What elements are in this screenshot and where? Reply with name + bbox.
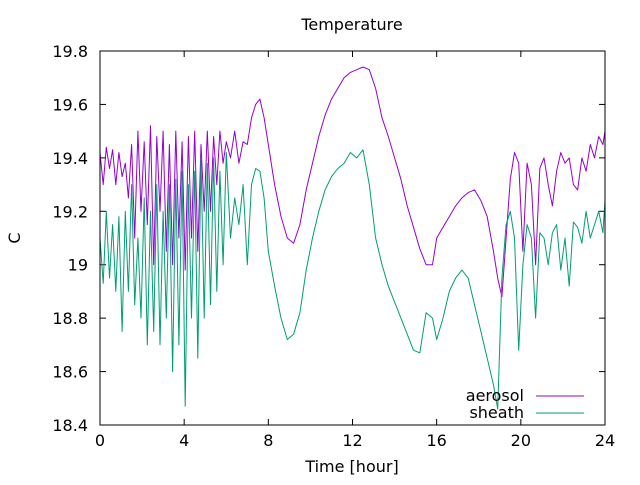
y-tick-label: 18.6 [52,363,88,382]
y-tick-label: 18.8 [52,309,88,328]
y-axis-title: C [5,232,24,243]
plot-frame [99,50,606,426]
series-layer [99,66,606,410]
y-tick-label: 19 [68,256,88,275]
x-tick-label: 20 [511,431,531,450]
x-tick-label: 24 [595,431,615,450]
y-tick-label: 19.6 [52,95,88,114]
x-tick-label: 16 [426,431,446,450]
chart-title: Temperature [300,15,402,34]
x-tick-label: 8 [263,431,273,450]
series-line-aerosol [99,66,606,298]
y-tick-label: 19.8 [52,42,88,61]
y-tick-label: 19.4 [52,149,88,168]
series-line-sheath [99,149,606,410]
legend-label-sheath: sheath [469,403,524,422]
ticks-layer: 0 4 8 12 16 20 24 18.4 18.6 18.8 19 19.2 19.4 19.6 19.… [52,42,615,450]
y-tick-label: 19.2 [52,202,88,221]
x-tick-label: 4 [179,431,189,450]
x-tick-label: 12 [342,431,362,450]
y-tick-label: 18.4 [52,416,88,435]
legend-label-aerosol: aerosol [466,386,524,405]
x-tick-label: 0 [95,431,105,450]
x-axis-title: Time [hour] [304,457,398,476]
